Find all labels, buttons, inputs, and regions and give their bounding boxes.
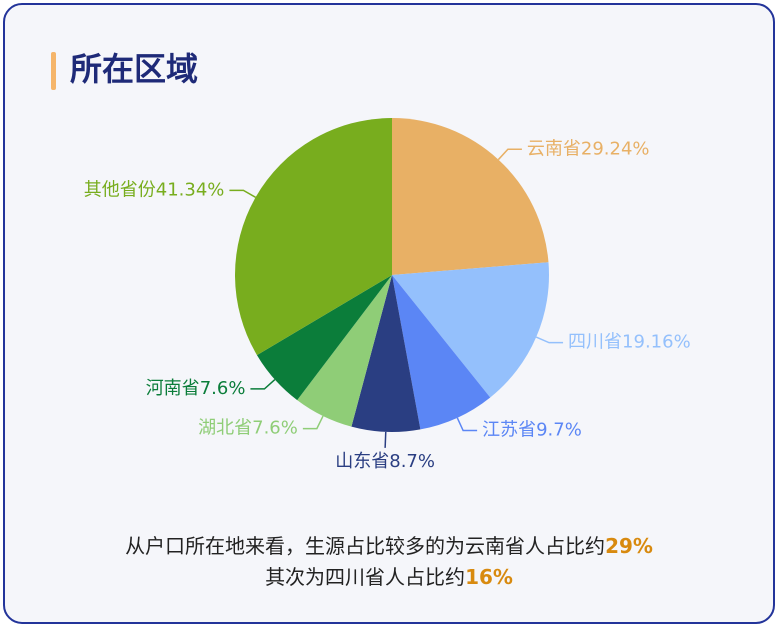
leader-line [302,415,324,430]
category-name: 其他省份 [84,179,156,200]
pie-slice [297,275,392,427]
value-label: 29.24% [581,138,650,159]
summary-highlight: 16% [465,565,513,589]
category-name: 四川省 [568,332,622,353]
title-accent [51,52,56,90]
data-label: 江苏省9.7% [482,420,582,441]
category-name: 湖北省 [198,418,252,439]
pie-slice [256,275,392,401]
pie-slice [235,118,392,356]
value-label: 9.7% [536,420,582,441]
pie-slice [392,118,549,275]
leader-line [535,336,564,344]
summary-text: 从户口所在地来看，生源占比较多的为云南省人占比约 [125,534,605,558]
pie-slice [392,262,549,398]
pie-slice [351,275,421,432]
category-name: 河南省 [146,378,200,399]
data-label: 四川省19.16% [568,332,691,353]
category-name: 江苏省 [482,420,536,441]
leader-line [250,378,276,390]
data-label: 山东省8.7% [335,451,435,472]
summary-line: 从户口所在地来看，生源占比较多的为云南省人占比约29% [125,534,653,558]
data-label: 云南省29.24% [527,138,650,159]
leader-line [384,431,387,448]
data-label: 湖北省7.6% [198,418,298,439]
category-name: 云南省 [527,138,581,159]
value-label: 7.6% [200,378,246,399]
category-name: 山东省 [335,451,389,472]
leader-line [229,189,256,198]
leader-line [456,417,478,432]
pie-slice [392,275,491,430]
value-label: 8.7% [389,451,435,472]
data-label: 河南省7.6% [146,378,246,399]
summary-line: 其次为四川省人占比约16% [265,565,513,589]
summary-highlight: 29% [605,534,653,558]
leader-line [497,148,522,161]
value-label: 19.16% [622,332,691,353]
value-label: 7.6% [252,418,298,439]
chart-title: 所在区域 [70,50,198,88]
data-label: 其他省份41.34% [84,179,225,200]
summary-text: 其次为四川省人占比约 [265,565,465,589]
value-label: 41.34% [156,179,225,200]
